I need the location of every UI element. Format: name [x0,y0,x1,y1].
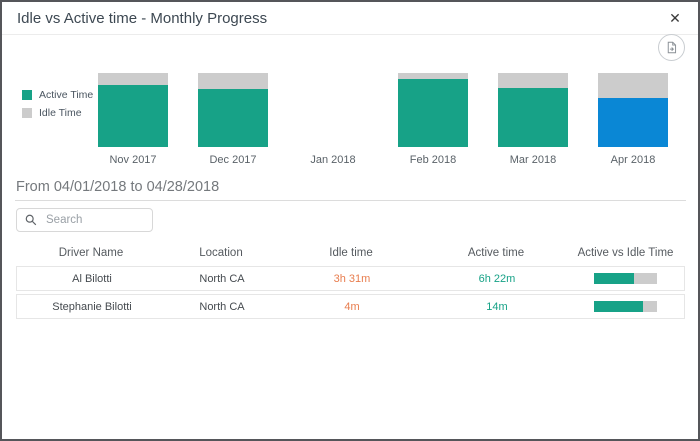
stacked-bar[interactable] [98,73,168,147]
active-time-cell: 6h 22m [478,272,516,285]
table-header-row: Driver Name Location Idle time Active ti… [16,242,685,264]
active-vs-idle-bar [594,301,657,312]
idle-time-swatch [22,108,32,118]
legend-label: Active Time [39,89,94,101]
active-segment [98,84,168,147]
idle-time-cell: 3h 31m [333,272,371,285]
active-segment-selected [598,98,668,147]
bar-chart: Nov 2017 Dec 2017 Jan 2018 Feb 2018 Mar 2018… [83,73,683,166]
legend-label: Idle Time [39,107,82,119]
idle-segment [498,73,568,88]
location-cell: North CA [199,272,245,285]
month-label: Jan 2018 [310,154,356,166]
drivers-table: Driver Name Location Idle time Active ti… [16,242,685,322]
dialog-title: Idle vs Active time - Monthly Progress [17,10,268,27]
stacked-bar[interactable] [198,73,268,147]
stacked-bar [298,73,368,147]
idle-segment [198,73,268,89]
stacked-bar[interactable] [398,73,468,147]
idle-time-cell: 4m [344,300,360,313]
active-vs-idle-bar [594,273,657,284]
stacked-bar[interactable] [498,73,568,147]
active-time-cell: 14m [486,300,508,313]
chart-slot-nov-2017: Nov 2017 [83,73,183,166]
month-label: Feb 2018 [409,154,457,166]
column-header-location: Location [199,247,243,259]
active-segment [398,78,468,147]
month-label: Nov 2017 [109,154,157,166]
table-row[interactable]: Al Bilotti North CA 3h 31m 6h 22m [16,266,685,291]
driver-name-cell: Al Bilotti [72,272,112,285]
chart-slot-apr-2018: Apr 2018 [583,73,683,166]
idle-segment [98,73,168,85]
legend-item-idle-time[interactable]: Idle Time [22,107,93,119]
location-cell: North CA [199,300,245,313]
column-header-active-vs-idle: Active vs Idle Time [577,247,674,259]
active-fill [594,273,635,284]
export-icon [665,41,678,54]
month-label: Dec 2017 [209,154,257,166]
active-vs-idle-cell [567,301,684,312]
search-input[interactable] [44,213,144,227]
close-icon[interactable]: ✕ [663,6,687,30]
active-fill [594,301,644,312]
search-icon [25,214,37,226]
active-time-swatch [22,90,32,100]
chart-slot-feb-2018: Feb 2018 [383,73,483,166]
chart-slot-jan-2018: Jan 2018 [283,73,383,166]
export-report-button[interactable] [658,34,685,61]
dialog-titlebar: Idle vs Active time - Monthly Progress ✕ [2,2,698,35]
table-body: Al Bilotti North CA 3h 31m 6h 22m Stephanie … [16,266,685,319]
idle-segment [598,73,668,99]
column-header-active-time: Active time [467,247,525,259]
driver-name-cell: Stephanie Bilotti [52,300,132,313]
idle-segment [398,73,468,79]
search-box[interactable] [16,208,153,232]
period-divider [15,200,686,201]
table-row[interactable]: Stephanie Bilotti North CA 4m 14m [16,294,685,319]
chart-legend: Active Time Idle Time [22,89,93,125]
month-label: Mar 2018 [509,154,557,166]
column-header-idle-time: Idle time [329,247,373,259]
chart-slot-dec-2017: Dec 2017 [183,73,283,166]
column-header-driver-name: Driver Name [58,247,124,259]
active-segment [498,87,568,147]
stacked-bar[interactable] [598,73,668,147]
month-label: Apr 2018 [610,154,656,166]
active-segment [198,88,268,147]
chart-slot-mar-2018: Mar 2018 [483,73,583,166]
active-vs-idle-cell [567,273,684,284]
period-heading: From 04/01/2018 to 04/28/2018 [16,179,220,195]
legend-item-active-time[interactable]: Active Time [22,89,93,101]
